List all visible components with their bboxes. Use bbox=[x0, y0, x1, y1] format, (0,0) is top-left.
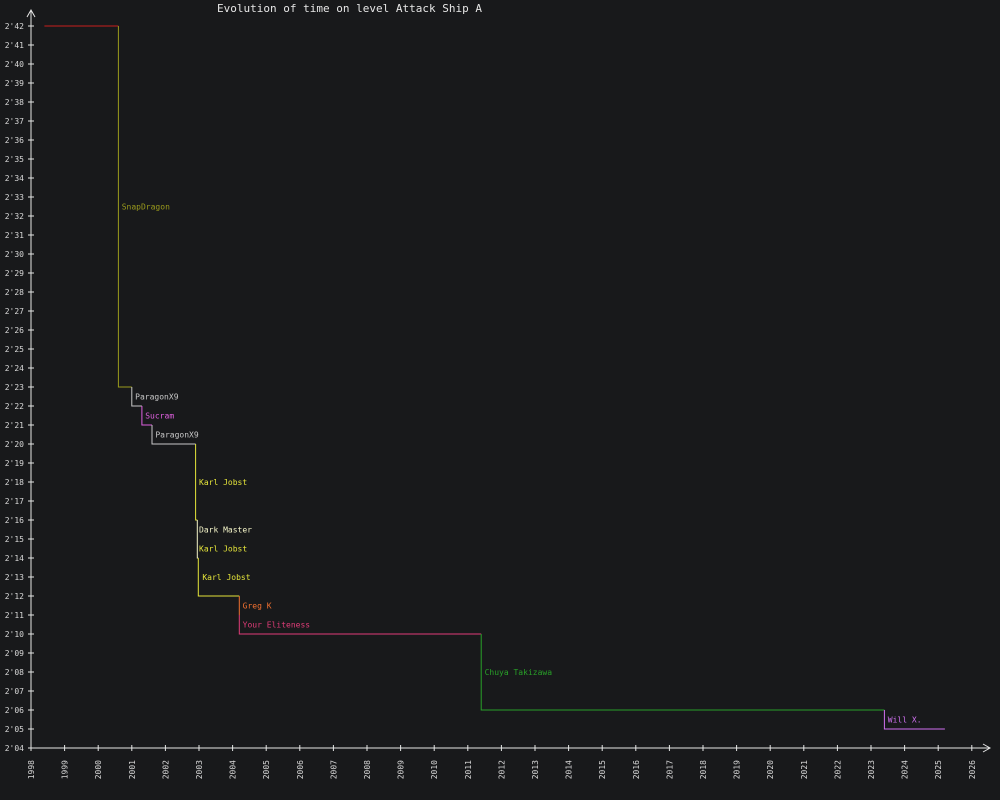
y-tick-label: 2'33 bbox=[5, 193, 24, 202]
x-tick-label: 2024 bbox=[901, 760, 910, 779]
y-tick-label: 2'35 bbox=[5, 155, 24, 164]
record-holder-label: Chuya Takizawa bbox=[485, 668, 553, 677]
record-holder-label: SnapDragon bbox=[122, 203, 170, 212]
x-tick-label: 2004 bbox=[229, 760, 238, 779]
y-tick-label: 2'16 bbox=[5, 516, 24, 525]
record-segment-1 bbox=[117, 26, 132, 388]
record-segment-2 bbox=[131, 387, 142, 407]
x-tick-label: 2009 bbox=[397, 760, 406, 779]
x-tick-label: 2000 bbox=[94, 760, 103, 779]
y-tick-label: 2'10 bbox=[5, 630, 24, 639]
y-tick-label: 2'26 bbox=[5, 326, 24, 335]
record-segment-5 bbox=[195, 444, 198, 521]
x-tick-label: 2026 bbox=[968, 760, 977, 779]
y-tick-label: 2'12 bbox=[5, 592, 24, 601]
series-group bbox=[44, 25, 945, 730]
y-tick-label: 2'21 bbox=[5, 421, 24, 430]
y-tick-label: 2'17 bbox=[5, 497, 24, 506]
y-tick-label: 2'14 bbox=[5, 554, 24, 563]
y-tick-label: 2'08 bbox=[5, 668, 24, 677]
x-tick-label: 2008 bbox=[363, 760, 372, 779]
x-tick-label: 2012 bbox=[497, 760, 506, 779]
x-axis-arrow bbox=[982, 743, 992, 753]
y-tick-label: 2'29 bbox=[5, 269, 24, 278]
x-tick-label: 2020 bbox=[766, 760, 775, 779]
record-holder-label: Dark Master bbox=[199, 526, 252, 535]
annotation-group: SnapDragon ParagonX9 Sucram ParagonX9 Karl J… bbox=[122, 203, 922, 725]
record-holder-label: Karl Jobst bbox=[202, 573, 250, 582]
y-tick-label: 2'40 bbox=[5, 60, 24, 69]
y-tick-label: 2'19 bbox=[5, 459, 24, 468]
y-tick-label: 2'07 bbox=[5, 687, 24, 696]
y-tick-label: 2'37 bbox=[5, 117, 24, 126]
x-ticks: 1998 1999 2000 2001 2002 2003 2004 2005 2006 2007… bbox=[27, 745, 977, 779]
chart-title: Evolution of time on level Attack Ship A bbox=[217, 2, 482, 15]
x-tick-label: 2001 bbox=[128, 760, 137, 779]
x-tick-label: 2014 bbox=[565, 760, 574, 779]
y-tick-label: 2'32 bbox=[5, 212, 24, 221]
x-tick-label: 2010 bbox=[430, 760, 439, 779]
y-tick-label: 2'18 bbox=[5, 478, 24, 487]
y-tick-label: 2'28 bbox=[5, 288, 24, 297]
y-tick-label: 2'25 bbox=[5, 345, 24, 354]
y-tick-label: 2'27 bbox=[5, 307, 24, 316]
axes bbox=[26, 8, 992, 753]
x-tick-label: 1998 bbox=[27, 760, 36, 779]
record-segment-9 bbox=[238, 615, 482, 635]
y-tick-label: 2'34 bbox=[5, 174, 24, 183]
x-tick-label: 2007 bbox=[329, 760, 338, 779]
y-tick-label: 2'38 bbox=[5, 98, 24, 107]
y-tick-label: 2'22 bbox=[5, 402, 24, 411]
record-segment-7 bbox=[197, 558, 240, 597]
record-holder-label: Karl Jobst bbox=[199, 478, 247, 487]
x-tick-label: 2017 bbox=[665, 760, 674, 779]
y-tick-label: 2'05 bbox=[5, 725, 24, 734]
x-tick-label: 2002 bbox=[161, 760, 170, 779]
y-tick-label: 2'11 bbox=[5, 611, 24, 620]
record-segment-3 bbox=[141, 406, 152, 426]
record-holder-label: ParagonX9 bbox=[135, 393, 179, 402]
x-tick-label: 2005 bbox=[262, 760, 271, 779]
record-holder-label: Sucram bbox=[145, 412, 174, 421]
y-tick-label: 2'13 bbox=[5, 573, 24, 582]
x-tick-label: 2003 bbox=[195, 760, 204, 779]
x-tick-label: 2018 bbox=[699, 760, 708, 779]
record-segment-11 bbox=[883, 710, 945, 730]
x-tick-label: 2016 bbox=[632, 760, 641, 779]
y-tick-label: 2'20 bbox=[5, 440, 24, 449]
record-segment-4 bbox=[151, 425, 196, 445]
y-tick-label: 2'09 bbox=[5, 649, 24, 658]
y-tick-label: 2'36 bbox=[5, 136, 24, 145]
y-tick-label: 2'31 bbox=[5, 231, 24, 240]
y-axis-arrow bbox=[26, 8, 36, 18]
x-tick-label: 2013 bbox=[531, 760, 540, 779]
x-tick-label: 2011 bbox=[464, 760, 473, 779]
record-holder-label: Will X. bbox=[888, 716, 922, 725]
x-tick-label: 2021 bbox=[800, 760, 809, 779]
x-tick-label: 1999 bbox=[61, 760, 70, 779]
y-tick-label: 2'04 bbox=[5, 744, 24, 753]
record-holder-label: Karl Jobst bbox=[199, 545, 247, 554]
y-tick-label: 2'42 bbox=[5, 22, 24, 31]
y-tick-label: 2'24 bbox=[5, 364, 24, 373]
y-tick-label: 2'06 bbox=[5, 706, 24, 715]
y-tick-label: 2'23 bbox=[5, 383, 24, 392]
x-tick-label: 2025 bbox=[934, 760, 943, 779]
y-tick-label: 2'41 bbox=[5, 41, 24, 50]
y-tick-label: 2'30 bbox=[5, 250, 24, 259]
y-tick-label: 2'15 bbox=[5, 535, 24, 544]
x-tick-label: 2015 bbox=[598, 760, 607, 779]
y-tick-label: 2'39 bbox=[5, 79, 24, 88]
x-tick-label: 2022 bbox=[833, 760, 842, 779]
y-ticks: 2'04 2'05 2'06 2'07 2'08 2'09 2'10 2'11 2'12 2'13… bbox=[5, 22, 34, 753]
record-holder-label: Greg K bbox=[243, 602, 272, 611]
record-segment-10 bbox=[480, 634, 885, 711]
x-tick-label: 2019 bbox=[733, 760, 742, 779]
x-tick-label: 2023 bbox=[867, 760, 876, 779]
record-holder-label: ParagonX9 bbox=[155, 431, 199, 440]
record-holder-label: Your Eliteness bbox=[243, 621, 311, 630]
x-tick-label: 2006 bbox=[296, 760, 305, 779]
